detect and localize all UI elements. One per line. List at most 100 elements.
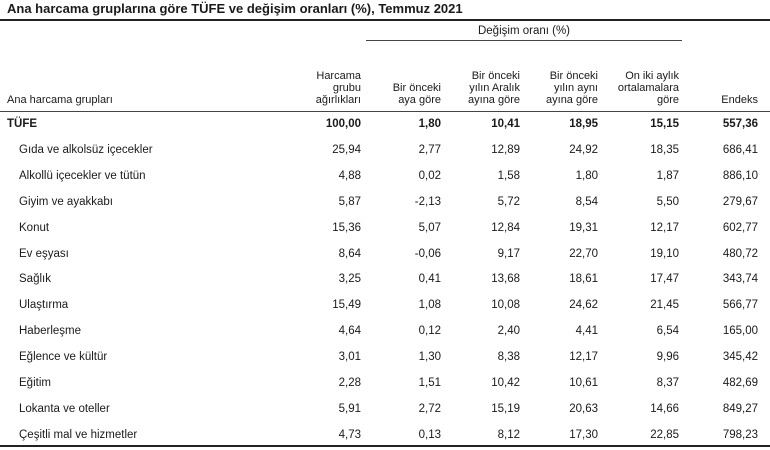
- cell-vs-december: 10,08: [491, 299, 520, 311]
- cell-twelve-month-average: 17,47: [650, 273, 679, 285]
- table-row: Konut 15,36 5,07 12,84 19,31 12,17 602,77: [0, 222, 770, 240]
- cell-vs-december: 1,58: [497, 170, 520, 182]
- table-bottom-divider: [0, 445, 770, 447]
- cell-twelve-month-average: 6,54: [656, 325, 679, 337]
- cell-category-name: Çeşitli mal ve hizmetler: [19, 429, 138, 441]
- header-weight: Harcama grubu ağırlıkları: [315, 70, 361, 106]
- cell-category-name: Sağlık: [19, 273, 51, 285]
- cell-index: 886,10: [722, 170, 758, 182]
- cell-year-over-year: 18,95: [569, 118, 598, 130]
- table-row: Eğlence ve kültür 3,01 1,30 8,38 12,17 9,96 34…: [0, 351, 770, 369]
- cell-index: 345,42: [722, 351, 758, 363]
- cell-year-over-year: 24,62: [569, 299, 598, 311]
- cell-category-name: Gıda ve alkolsüz içecekler: [19, 144, 153, 156]
- cell-year-over-year: 18,61: [569, 273, 598, 285]
- header-twelve-month-average: On iki aylık ortalamalara göre: [617, 70, 679, 106]
- cell-year-over-year: 8,54: [575, 196, 598, 208]
- cell-index: 165,00: [722, 325, 758, 337]
- cell-vs-december: 8,38: [497, 351, 520, 363]
- cell-year-over-year: 20,63: [569, 403, 598, 415]
- cell-monthly-change: 0,41: [418, 273, 441, 285]
- cell-vs-december: 2,40: [497, 325, 520, 337]
- cell-weight: 15,49: [332, 299, 361, 311]
- cell-vs-december: 9,17: [497, 248, 520, 260]
- cell-vs-december: 12,89: [491, 144, 520, 156]
- cell-year-over-year: 19,31: [569, 222, 598, 234]
- cell-twelve-month-average: 14,66: [650, 403, 679, 415]
- cell-year-over-year: 10,61: [569, 377, 598, 389]
- cell-category-name: Giyim ve ayakkabı: [19, 196, 113, 208]
- title-divider: [0, 19, 770, 21]
- cell-monthly-change: 1,80: [418, 118, 441, 130]
- cell-vs-december: 8,12: [497, 429, 520, 441]
- cell-index: 849,27: [722, 403, 758, 415]
- cell-weight: 4,73: [338, 429, 361, 441]
- cell-index: 798,23: [722, 429, 758, 441]
- table-row: Ev eşyası 8,64 -0,06 9,17 22,70 19,10 480,72: [0, 248, 770, 266]
- cell-twelve-month-average: 19,10: [650, 248, 679, 260]
- cell-category-name: Haberleşme: [19, 325, 81, 337]
- cell-year-over-year: 12,17: [569, 351, 598, 363]
- cell-weight: 3,01: [338, 351, 361, 363]
- cell-category-name: Konut: [19, 222, 50, 234]
- cell-year-over-year: 22,70: [569, 248, 598, 260]
- cell-weight: 3,25: [338, 273, 361, 285]
- header-category: Ana harcama grupları: [7, 94, 113, 106]
- cell-category-name: Ev eşyası: [19, 248, 69, 260]
- cell-index: 482,69: [722, 377, 758, 389]
- cell-index: 279,67: [722, 196, 758, 208]
- cell-index: 602,77: [722, 222, 758, 234]
- table-row: Eğitim 2,28 1,51 10,42 10,61 8,37 482,69: [0, 377, 770, 395]
- cell-twelve-month-average: 5,50: [656, 196, 679, 208]
- cell-year-over-year: 4,41: [575, 325, 598, 337]
- cell-weight: 25,94: [332, 144, 361, 156]
- cell-index: 686,41: [722, 144, 758, 156]
- cell-twelve-month-average: 15,15: [650, 118, 679, 130]
- cell-monthly-change: 1,51: [418, 377, 441, 389]
- cell-year-over-year: 24,92: [569, 144, 598, 156]
- cell-vs-december: 12,84: [491, 222, 520, 234]
- table-row: Gıda ve alkolsüz içecekler 25,94 2,77 12,89…: [0, 144, 770, 162]
- header-divider: [0, 111, 770, 112]
- cell-vs-december: 15,19: [491, 403, 520, 415]
- cell-monthly-change: -0,06: [414, 248, 441, 260]
- cell-weight: 5,87: [338, 196, 361, 208]
- cell-monthly-change: 1,08: [418, 299, 441, 311]
- header-index: Endeks: [721, 94, 758, 106]
- cell-monthly-change: 5,07: [418, 222, 441, 234]
- cell-twelve-month-average: 12,17: [650, 222, 679, 234]
- cell-weight: 5,91: [338, 403, 361, 415]
- table-row: Ulaştırma 15,49 1,08 10,08 24,62 21,45 566,77: [0, 299, 770, 317]
- cell-index: 480,72: [722, 248, 758, 260]
- cell-monthly-change: 2,72: [418, 403, 441, 415]
- cell-index: 343,74: [722, 273, 758, 285]
- table-row: Çeşitli mal ve hizmetler 4,73 0,13 8,12 17,3…: [0, 429, 770, 447]
- cell-monthly-change: 2,77: [418, 144, 441, 156]
- table-row: Haberleşme 4,64 0,12 2,40 4,41 6,54 165,00: [0, 325, 770, 343]
- change-rate-group-header: Değişim oranı (%): [477, 25, 571, 37]
- cell-twelve-month-average: 9,96: [656, 351, 679, 363]
- cell-weight: 2,28: [338, 377, 361, 389]
- cell-monthly-change: -2,13: [414, 196, 441, 208]
- cell-vs-december: 10,42: [491, 377, 520, 389]
- cell-category-name: Lokanta ve oteller: [19, 403, 110, 415]
- table-title: Ana harcama gruplarına göre TÜFE ve deği…: [7, 1, 463, 16]
- cell-category-name: Eğlence ve kültür: [19, 351, 108, 363]
- cell-vs-december: 10,41: [491, 118, 520, 130]
- cell-weight: 4,88: [338, 170, 361, 182]
- cell-year-over-year: 17,30: [569, 429, 598, 441]
- table-row: Alkollü içecekler ve tütün 4,88 0,02 1,58 1,…: [0, 170, 770, 188]
- table-row: Lokanta ve oteller 5,91 2,72 15,19 20,63 14,6…: [0, 403, 770, 421]
- header-monthly-change: Bir önceki aya göre: [392, 82, 441, 106]
- cell-category-name: Ulaştırma: [19, 299, 69, 311]
- cell-twelve-month-average: 8,37: [656, 377, 679, 389]
- cell-weight: 100,00: [325, 118, 361, 130]
- cell-category-name: Alkollü içecekler ve tütün: [19, 170, 146, 182]
- cell-monthly-change: 0,12: [418, 325, 441, 337]
- cell-category-name: Eğitim: [19, 377, 51, 389]
- cell-category-name: TÜFE: [7, 118, 38, 130]
- cell-weight: 4,64: [338, 325, 361, 337]
- cell-twelve-month-average: 22,85: [650, 429, 679, 441]
- cell-index: 566,77: [722, 299, 758, 311]
- cell-monthly-change: 1,30: [418, 351, 441, 363]
